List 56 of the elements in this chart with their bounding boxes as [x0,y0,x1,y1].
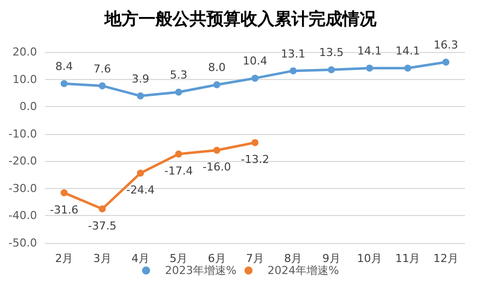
y-tick-label: -20.0 [8,154,37,168]
data-label: -16.0 [202,160,232,174]
point [366,64,374,72]
data-label: 10.4 [242,54,268,68]
x-tick-label: 2月 [55,252,74,265]
data-label: 3.9 [132,72,150,86]
point [213,81,220,88]
data-label: -31.6 [50,203,78,216]
chart-title: 地方一般公共预算收入累计完成情况 [104,10,378,30]
data-label: 8.0 [208,61,226,74]
y-tick-label: -30.0 [8,182,37,195]
point [136,170,144,177]
data-label: 14.1 [357,44,382,58]
legend-label: 2023年增速% [165,264,237,277]
point [98,205,106,212]
x-tick-label: 7月 [246,252,264,265]
y-tick-label: 20.0 [12,46,37,58]
x-tick-label: 5月 [170,252,188,265]
data-label: -13.2 [240,153,270,166]
y-tick-label: -10.0 [8,127,37,140]
point [252,74,258,82]
data-label: 7.6 [94,62,112,76]
point [60,189,68,196]
y-tick-label: 10.0 [12,72,37,86]
data-label: 14.1 [395,44,420,58]
x-tick-label: 10月 [357,252,382,265]
point [136,92,144,100]
point [213,146,220,154]
x-tick-label: 8月 [284,252,302,265]
point [60,80,68,88]
point [442,58,450,66]
data-label: -37.5 [88,219,117,232]
point [290,67,297,74]
data-label: 16.3 [434,38,458,52]
data-label: 13.5 [319,46,344,60]
data-label: -17.4 [164,164,193,178]
point [328,66,335,74]
data-label: 13.1 [280,47,306,60]
x-tick-label: 11月 [395,252,420,265]
point [252,139,258,146]
point [98,82,106,90]
point [175,150,182,158]
point [175,88,182,96]
point [404,64,412,72]
data-label: 8.4 [55,60,73,74]
x-tick-label: 4月 [131,252,150,265]
x-tick-label: 6月 [208,252,226,265]
y-tick-label: -40.0 [8,209,37,222]
data-label: -24.4 [126,184,155,197]
x-tick-label: 9月 [322,252,340,265]
legend-label: 2024年增速% [268,264,339,277]
x-tick-label: 3月 [93,252,112,265]
x-tick-label: 12月 [433,252,458,265]
y-tick-label: 0.0 [20,100,37,114]
y-tick-label: -50.0 [8,236,37,250]
data-label: 5.3 [170,68,188,82]
